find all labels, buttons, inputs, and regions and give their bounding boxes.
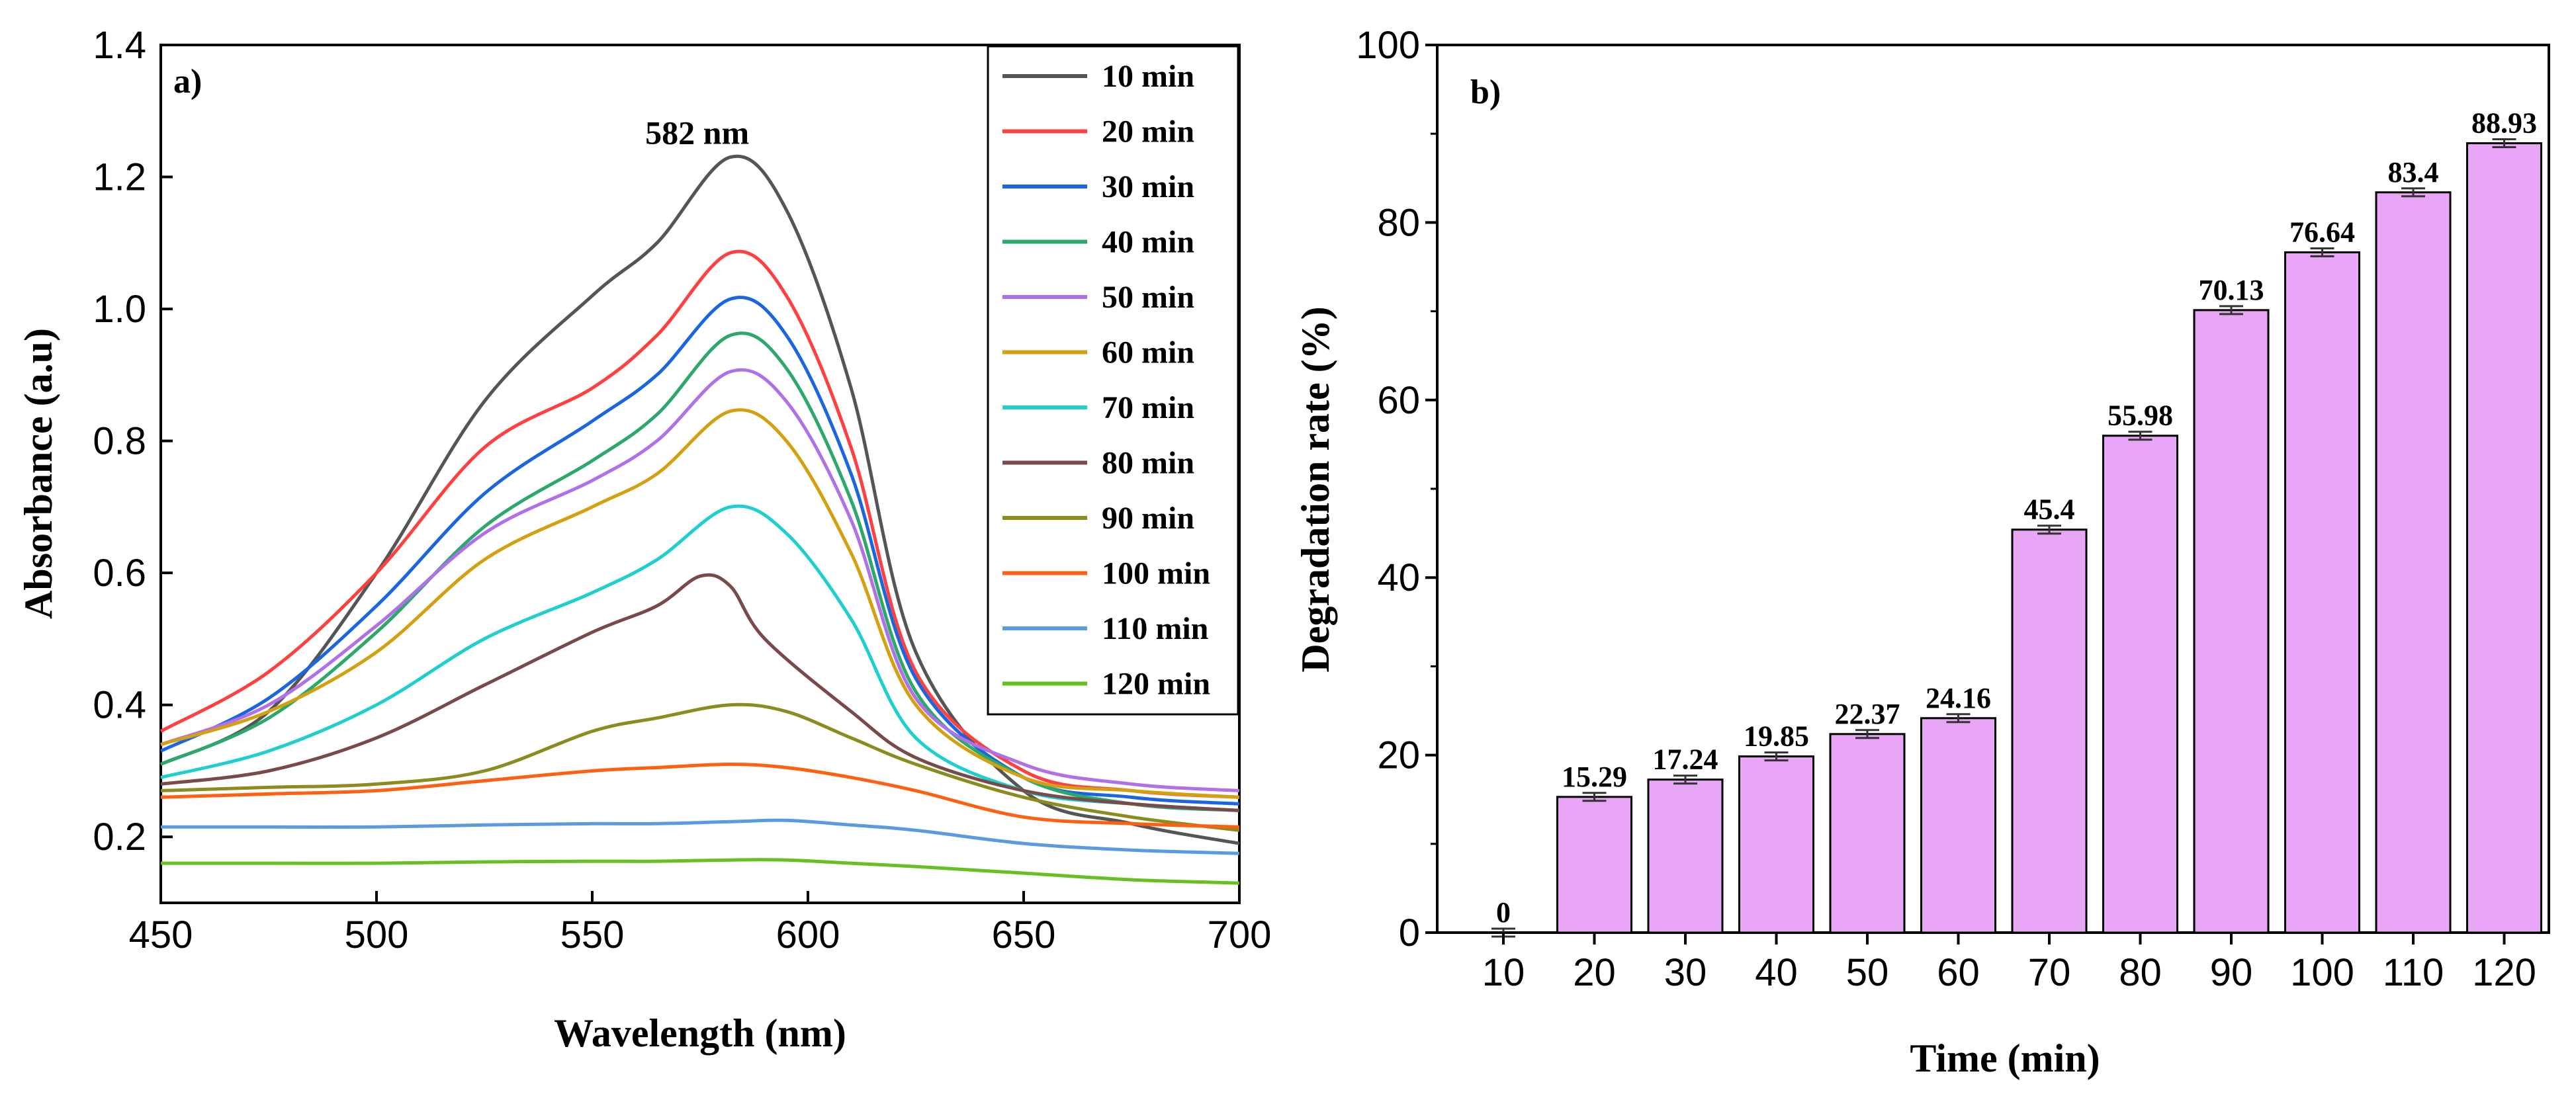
x-tick-label: 550 [560,913,625,956]
y-tick-label: 40 [1377,556,1420,599]
panel-b-label: b) [1470,73,1501,111]
legend-entry: 50 min [1102,280,1194,315]
x-tick-label: 90 [2210,951,2253,994]
bar-value-label: 83.4 [2388,156,2439,189]
bar-value-label: 19.85 [1744,720,1809,753]
legend-entry: 120 min [1102,667,1210,702]
x-tick-label: 600 [776,913,840,956]
bar-value-label: 76.64 [2289,216,2355,248]
x-tick-label: 70 [2028,951,2071,994]
y-tick-label: 0.4 [93,684,146,727]
x-tick-label: 110 [2383,951,2444,994]
y-tick-label: 1.0 [93,288,146,331]
panel-a-label: a) [173,63,202,101]
bar [2193,309,2270,934]
series-line-100-min [160,762,1240,829]
x-tick-label: 450 [129,913,193,956]
bar-value-label: 55.98 [2108,400,2173,432]
x-tick-label: 10 [1482,951,1525,994]
legend-entry: 80 min [1102,446,1194,481]
bar [2102,435,2178,934]
bar [1829,733,1906,934]
y-tick-label: 1.2 [93,156,146,199]
bar [2284,251,2360,934]
legend-entry: 100 min [1102,556,1210,591]
x-tick-label: 120 [2472,951,2536,994]
panel-a-y-axis-title: Absorbance (a.u) [17,328,60,619]
legend-entry: 10 min [1102,59,1194,94]
y-tick-label: 80 [1377,201,1420,244]
x-tick-label: 40 [1755,951,1798,994]
bar [1556,796,1632,934]
bar-value-label: 22.37 [1835,698,1900,730]
series-line-90-min [160,702,1240,832]
peak-annotation: 582 nm [645,114,749,151]
series-line-110-min [160,818,1240,855]
legend-box [987,45,1239,716]
panel-a-series-lines [159,154,1240,885]
y-tick-label: 20 [1377,734,1420,777]
bar [1920,717,1996,934]
series-line-80-min [160,573,1240,812]
panel-b-bars: 0 15.29 17.24 19.85 22.37 24.16 45.4 55.98 70.13… [1491,107,2542,938]
series-line-120-min [161,858,1240,885]
panel-a-x-axis-title: Wavelength (nm) [554,1011,846,1055]
panel-b-degradation-chart: 0 15.29 17.24 19.85 22.37 24.16 45.4 55.98 70.13… [1294,24,2550,1080]
x-tick-label: 700 [1208,913,1272,956]
x-tick-label: 30 [1664,951,1707,994]
y-tick-label: 60 [1377,379,1420,422]
series-line-50-min [160,368,1240,792]
bar-value-label: 45.4 [2024,493,2075,526]
bar-value-label: 17.24 [1653,743,1718,776]
y-tick-label: 100 [1356,24,1420,67]
panel-a-plot-frame [159,44,1241,904]
bar [2466,142,2542,934]
panel-a-legend: 10 min 20 min 30 min 40 min 50 min 60 min 70 m… [987,45,1239,716]
legend-entry: 60 min [1102,335,1194,370]
bar [2375,191,2452,934]
legend-entry: 110 min [1102,611,1208,646]
x-tick-label: 650 [992,913,1056,956]
x-tick-label: 80 [2119,951,2162,994]
x-tick-label: 50 [1846,951,1889,994]
series-line-60-min [160,408,1240,799]
panel-a-spectra-chart: 450 500 550 600 650 7000.20.40.60.81.01.21.4 … [17,24,1271,1055]
bar-value-label: 24.16 [1926,682,1991,714]
bar-value-label: 15.29 [1562,761,1627,793]
legend-entry: 20 min [1102,114,1194,149]
y-tick-label: 0.6 [93,552,146,595]
panel-a-ticks: 450 500 550 600 650 700 0.2 0.4 0.6 0.8 1.0 1.2 1.4 [93,24,1271,956]
legend-entry: 70 min [1102,390,1194,425]
x-tick-label: 500 [345,913,409,956]
legend-entry: 40 min [1102,225,1194,260]
bar [1647,778,1724,934]
panel-b-x-axis-title: Time (min) [1910,1036,2100,1080]
x-tick-label: 20 [1573,951,1616,994]
y-tick-label: 0 [1399,911,1420,954]
bar-value-label: 70.13 [2199,274,2264,306]
legend-entry: 90 min [1102,501,1194,536]
bar [1738,755,1814,934]
y-tick-label: 1.4 [93,24,146,67]
x-tick-label: 60 [1937,951,1980,994]
panel-b-y-axis-title: Degradation rate (%) [1294,306,1337,672]
bar [2011,528,2088,934]
legend-entry: 30 min [1102,169,1194,204]
bar-value-label: 88.93 [2471,107,2537,140]
y-tick-label: 0.2 [93,816,146,859]
bar-value-label: 0 [1496,896,1511,929]
panel-b-ticks: 10 20 30 40 50 60 70 80 90 100 110 120 0 20 40 60 80 100 [1356,24,2536,994]
y-tick-label: 0.8 [93,420,146,463]
x-tick-label: 100 [2290,951,2354,994]
series-line-20-min [159,249,1240,799]
